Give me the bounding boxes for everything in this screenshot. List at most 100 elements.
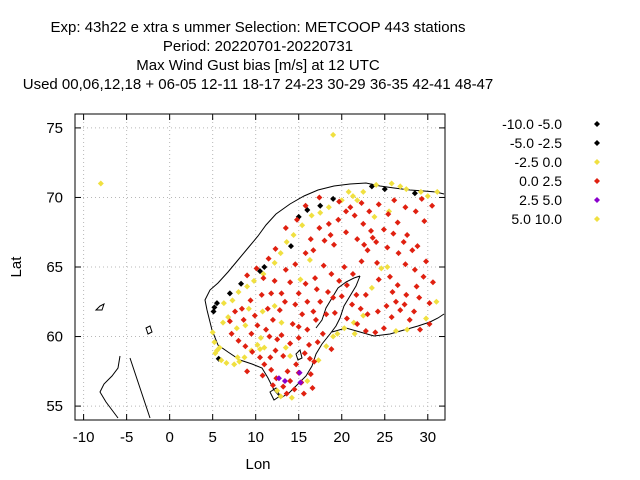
data-point [423,258,430,265]
data-point [334,330,341,337]
data-point [343,315,350,322]
data-point [360,220,367,227]
data-point [284,368,291,375]
data-point [360,188,367,195]
data-point [272,245,279,252]
data-point [240,316,247,323]
data-point [229,297,236,304]
data-point [278,319,285,326]
data-point [312,275,319,282]
data-point [354,321,361,328]
data-point [394,282,401,289]
data-point [347,204,354,211]
x-tick-label: 5 [209,429,217,446]
data-point [244,368,251,375]
data-point [300,390,307,397]
data-point [390,230,397,237]
x-tick-label: 25 [376,429,393,446]
data-point [423,315,430,322]
data-point [397,183,404,190]
data-point [245,305,252,312]
data-point [374,308,381,315]
data-point [272,347,279,354]
data-point [409,247,416,254]
data-point [391,197,398,204]
data-point [289,321,296,328]
data-point [327,232,334,239]
data-point [282,225,289,232]
legend-marker [594,178,600,184]
data-point [283,238,290,245]
data-point [306,341,313,348]
data-point [257,346,263,353]
data-point [358,200,365,207]
data-point [323,343,330,350]
data-point [328,270,335,277]
data-point [259,372,266,379]
data-point [278,290,285,297]
data-point [307,371,314,378]
data-point [212,350,219,357]
data-point [254,341,261,348]
data-point [331,241,337,248]
legend-marker [594,216,600,222]
data-point [274,336,281,343]
chart-title-line-4: Used 00,06,12,18 + 06-05 12-11 18-17 24-… [23,76,494,93]
data-point [254,322,261,329]
data-point [271,259,278,266]
data-point [282,266,289,273]
data-point [336,277,343,284]
data-point [223,359,230,366]
data-point [381,186,388,193]
data-point [220,319,226,326]
data-point [373,181,380,188]
data-point [260,270,267,277]
data-point [429,279,436,286]
data-point [321,237,328,244]
data-point [411,266,418,273]
data-point [292,301,299,308]
data-point [310,247,317,254]
data-point [341,325,348,332]
data-point [249,348,256,355]
data-point [358,258,365,265]
data-point [218,357,225,364]
data-point [288,394,295,401]
x-axis-label: Lon [245,456,270,473]
data-point [384,244,391,251]
data-point [354,197,361,204]
data-point [412,208,419,215]
data-point [302,250,309,257]
data-point [97,180,104,187]
data-point [293,361,300,368]
data-point [295,334,302,341]
data-point [421,218,428,225]
data-point [271,302,278,309]
data-point [369,234,376,241]
data-point [261,264,268,270]
data-point [242,322,249,329]
scatter-points [97,131,441,401]
legend-label: 0.0 2.5 [519,173,562,189]
data-point [280,353,287,360]
data-point [380,226,387,233]
data-point [313,286,320,293]
data-point [330,131,337,138]
data-point [226,318,233,325]
data-point [234,354,241,361]
data-point [268,366,275,373]
data-point [417,326,424,333]
data-point [271,277,278,284]
data-point [251,312,258,319]
data-point [335,216,342,223]
legend-marker [594,197,600,203]
data-point [258,291,265,298]
legend-label: -5.0 -2.5 [510,135,562,151]
data-point [211,339,218,346]
data-point [316,194,323,201]
data-point [330,333,337,340]
legend-label: 2.5 5.0 [519,192,562,208]
data-point [226,290,233,297]
data-point [316,225,323,232]
